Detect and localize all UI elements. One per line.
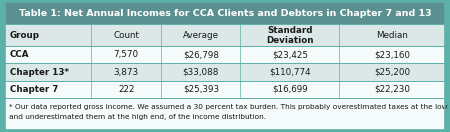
Text: $16,699: $16,699	[272, 85, 308, 94]
Text: $25,200: $25,200	[374, 68, 410, 77]
Text: $23,425: $23,425	[272, 50, 308, 59]
Text: Count: Count	[113, 31, 139, 40]
Text: 7,570: 7,570	[113, 50, 139, 59]
Text: * Our data reported gross income. We assumed a 30 percent tax burden. This proba: * Our data reported gross income. We ass…	[9, 104, 450, 110]
Text: $26,798: $26,798	[183, 50, 219, 59]
Text: $33,088: $33,088	[183, 68, 219, 77]
Text: $23,160: $23,160	[374, 50, 410, 59]
Text: $22,230: $22,230	[374, 85, 410, 94]
Text: 3,873: 3,873	[113, 68, 139, 77]
Text: $25,393: $25,393	[183, 85, 219, 94]
Text: CCA: CCA	[10, 50, 29, 59]
Text: $110,774: $110,774	[269, 68, 310, 77]
Text: Average: Average	[183, 31, 219, 40]
Text: Group: Group	[10, 31, 40, 40]
Text: 222: 222	[118, 85, 135, 94]
Text: Chapter 13*: Chapter 13*	[10, 68, 69, 77]
Text: Table 1: Net Annual Incomes for CCA Clients and Debtors in Chapter 7 and 13: Table 1: Net Annual Incomes for CCA Clie…	[19, 9, 431, 18]
Text: Chapter 7: Chapter 7	[10, 85, 58, 94]
Text: and underestimated them at the high end, of the income distribution.: and underestimated them at the high end,…	[9, 114, 266, 120]
Text: Standard
Deviation: Standard Deviation	[266, 26, 314, 45]
Text: Median: Median	[376, 31, 408, 40]
